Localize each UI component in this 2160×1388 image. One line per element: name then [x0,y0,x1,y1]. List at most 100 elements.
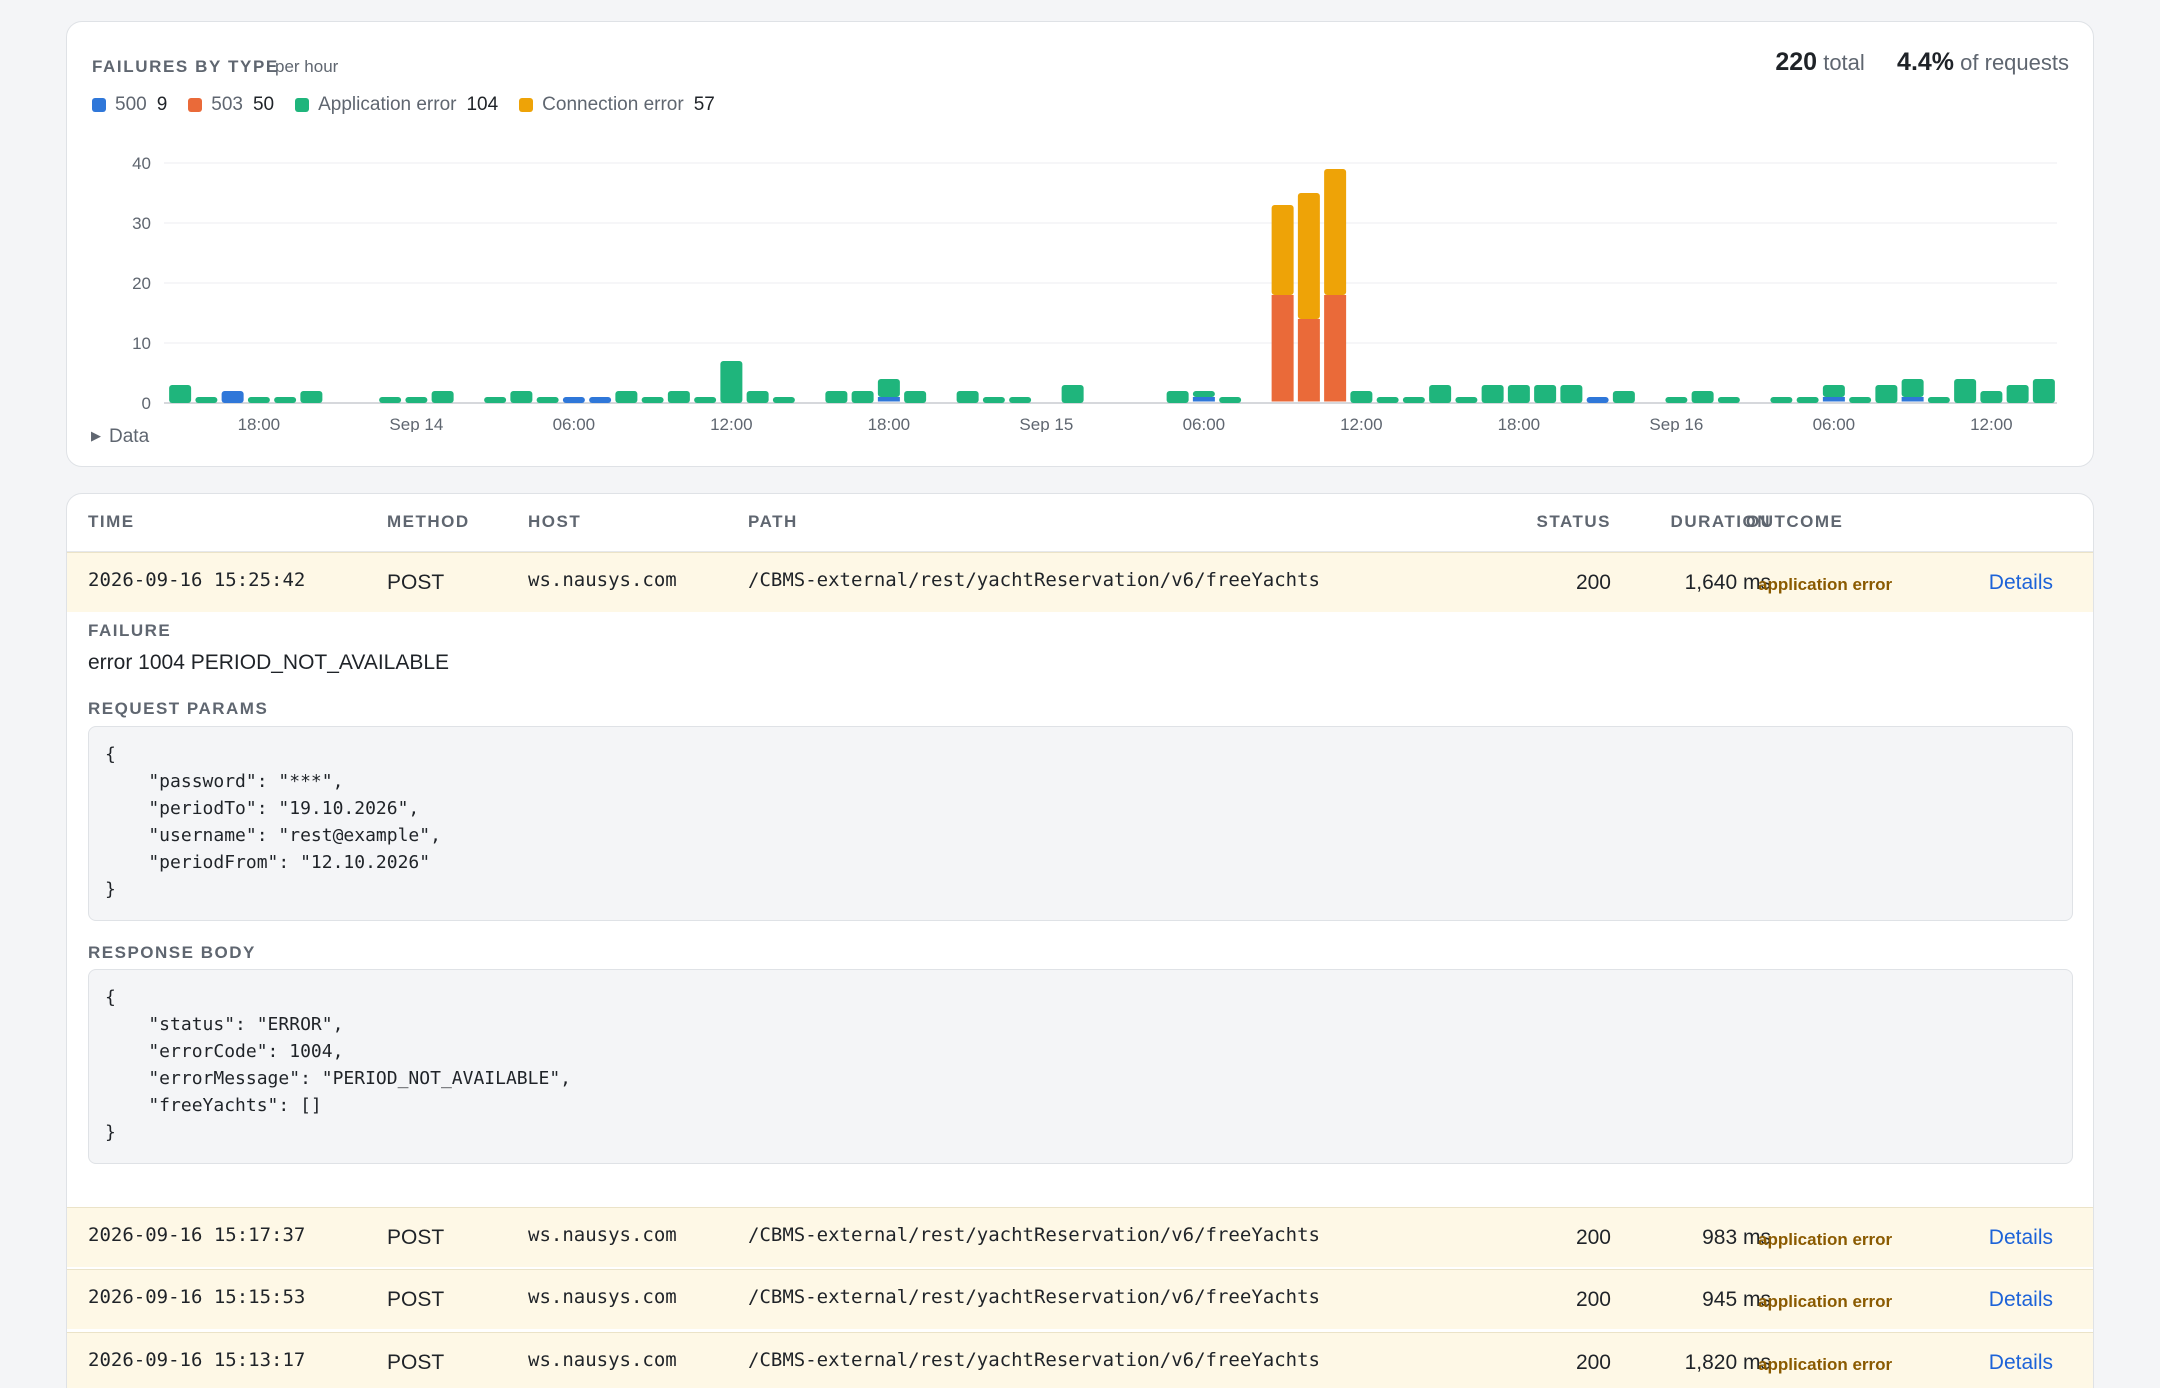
bar-application-error[interactable] [1350,391,1373,403]
bar-application-error[interactable] [615,391,638,403]
bar-503[interactable] [1297,319,1320,402]
bar-application-error[interactable] [1717,397,1740,403]
bar-application-error[interactable] [825,391,848,403]
row-host: ws.nausys.com [528,1349,677,1371]
bar-application-error[interactable] [1219,397,1242,403]
bar-application-error[interactable] [484,397,507,403]
bar-500[interactable] [589,397,612,403]
legend-item-503[interactable]: 503 50 [188,94,274,116]
row-path: /CBMS-external/rest/yachtReservation/v6/… [748,1349,1320,1371]
row-method: POST [387,1351,445,1374]
bar-application-error[interactable] [877,379,900,397]
row-method: POST [387,1226,445,1249]
legend-item-connection-error[interactable]: Connection error 57 [519,94,715,116]
table-row[interactable]: 2026-09-16 15:15:53 POST ws.nausys.com /… [67,1269,2093,1329]
bar-500[interactable] [1822,397,1845,402]
bar-application-error[interactable] [1980,391,2003,403]
table-row[interactable]: 2026-09-16 15:13:17 POST ws.nausys.com /… [67,1332,2093,1388]
bar-500[interactable] [1192,397,1215,402]
bar-application-error[interactable] [2006,385,2029,403]
bar-connection-error[interactable] [1271,205,1294,295]
row-outcome-badge: application error [1758,575,1893,594]
bar-application-error[interactable] [1429,385,1452,403]
bar-connection-error[interactable] [1324,169,1347,295]
bar-503[interactable] [1271,295,1294,402]
x-tick-label: 12:00 [1970,415,2013,432]
bar-application-error[interactable] [667,391,690,403]
bar-application-error[interactable] [1954,379,1977,403]
bar-application-error[interactable] [1612,391,1635,403]
bar-500[interactable] [877,397,900,402]
bar-application-error[interactable] [1665,397,1688,403]
bar-application-error[interactable] [536,397,559,403]
col-duration-header: DURATION [1670,512,1771,531]
bar-application-error[interactable] [1901,379,1924,397]
bar-application-error[interactable] [1691,391,1714,403]
bar-application-error[interactable] [746,391,769,403]
bar-application-error[interactable] [274,397,297,403]
x-tick-label: Sep 16 [1649,415,1703,432]
details-link[interactable]: Details [1988,1288,2053,1311]
bar-application-error[interactable] [1796,397,1819,403]
bar-application-error[interactable] [772,397,795,403]
bar-application-error[interactable] [379,397,402,403]
bar-application-error[interactable] [300,391,323,403]
bar-application-error[interactable] [720,361,743,403]
y-tick-label: 10 [132,334,151,353]
legend-count: 9 [156,94,168,115]
row-status: 200 [1575,571,1611,594]
table-row[interactable]: 2026-09-16 15:25:42 POST ws.nausys.com /… [67,552,2093,612]
bar-application-error[interactable] [956,391,979,403]
bar-500[interactable] [562,397,585,403]
bar-503[interactable] [1324,295,1347,402]
bar-500[interactable] [1901,397,1924,402]
bar-application-error[interactable] [982,397,1005,403]
bar-application-error[interactable] [510,391,533,403]
bar-application-error[interactable] [1507,385,1530,403]
failure-label: FAILURE [88,621,172,640]
bar-application-error[interactable] [1822,385,1845,397]
legend-item-application-error[interactable]: Application error 104 [295,94,498,116]
bar-application-error[interactable] [169,385,192,403]
details-link[interactable]: Details [1988,1351,2053,1374]
bar-application-error[interactable] [1192,391,1215,397]
percent-label: of requests [1960,50,2069,75]
legend-item-500[interactable]: 500 9 [92,94,167,116]
bar-500[interactable] [1586,397,1609,403]
bar-application-error[interactable] [1455,397,1478,403]
bar-application-error[interactable] [2032,379,2055,403]
col-status-header: STATUS [1536,512,1611,531]
bar-application-error[interactable] [1376,397,1399,403]
bar-application-error[interactable] [1770,397,1793,403]
bar-application-error[interactable] [1875,385,1898,403]
bar-application-error[interactable] [405,397,428,403]
bar-application-error[interactable] [431,391,454,403]
bar-application-error[interactable] [1402,397,1425,403]
bar-application-error[interactable] [641,397,664,403]
bar-application-error[interactable] [1009,397,1032,403]
bar-application-error[interactable] [1560,385,1583,403]
percent-value: 4.4% [1897,48,1955,76]
bar-500[interactable] [221,391,244,403]
bar-application-error[interactable] [1061,385,1084,403]
bar-application-error[interactable] [1534,385,1557,403]
data-toggle[interactable]: ▶ Data [91,426,149,448]
bar-application-error[interactable] [1166,391,1189,403]
row-duration: 1,820 ms [1684,1351,1771,1374]
table-row[interactable]: 2026-09-16 15:17:37 POST ws.nausys.com /… [67,1207,2093,1267]
row-method: POST [387,1288,445,1311]
row-host: ws.nausys.com [528,1224,677,1246]
bar-application-error[interactable] [247,397,270,403]
bar-connection-error[interactable] [1297,193,1320,319]
bar-application-error[interactable] [1927,397,1950,403]
details-link[interactable]: Details [1988,1226,2053,1249]
bar-application-error[interactable] [1481,385,1504,403]
bar-application-error[interactable] [851,391,874,403]
row-time: 2026-09-16 15:17:37 [88,1224,306,1246]
chart-subtitle: per hour [275,57,339,76]
bar-application-error[interactable] [694,397,717,403]
details-link[interactable]: Details [1988,571,2053,594]
bar-application-error[interactable] [195,397,218,403]
bar-application-error[interactable] [904,391,927,403]
bar-application-error[interactable] [1849,397,1872,403]
